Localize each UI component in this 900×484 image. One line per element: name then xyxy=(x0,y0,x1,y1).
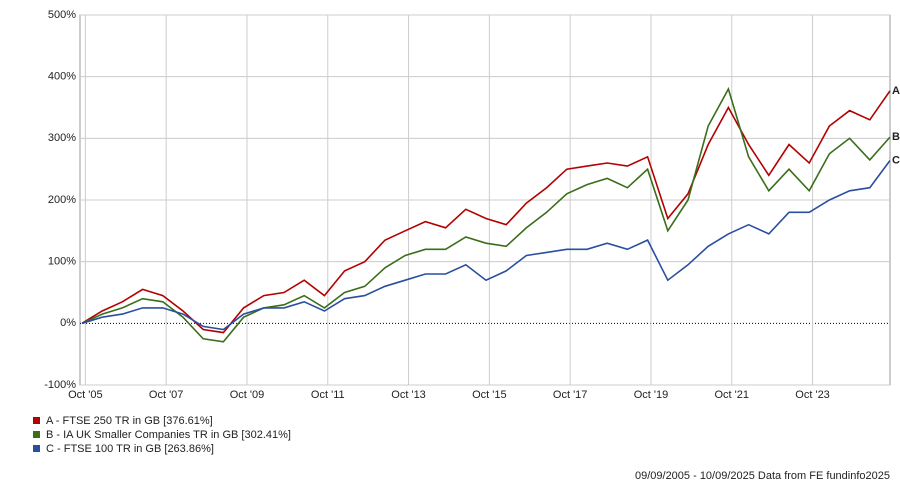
x-tick-label: Oct '19 xyxy=(634,389,669,401)
legend-swatch xyxy=(33,431,40,438)
x-tick-label: Oct '13 xyxy=(391,389,426,401)
x-tick-label: Oct '05 xyxy=(68,389,103,401)
end-label: C xyxy=(892,154,900,166)
y-tick-label: 200% xyxy=(48,194,76,206)
end-label: B xyxy=(892,131,900,143)
footnote: 09/09/2005 - 10/09/2025 Data from FE fun… xyxy=(635,470,890,482)
series-line xyxy=(81,86,891,343)
legend-swatch xyxy=(33,417,40,424)
y-tick-label: 100% xyxy=(48,256,76,268)
x-tick-label: Oct '23 xyxy=(795,389,830,401)
x-tick-label: Oct '21 xyxy=(715,389,750,401)
y-tick-label: -100% xyxy=(44,379,76,391)
series-line xyxy=(81,90,891,334)
x-tick-label: Oct '09 xyxy=(230,389,265,401)
y-tick-label: 300% xyxy=(48,132,76,144)
legend-swatch xyxy=(33,445,40,452)
series-line xyxy=(81,160,891,331)
x-tick-label: Oct '15 xyxy=(472,389,507,401)
x-tick-label: Oct '11 xyxy=(311,389,345,401)
y-tick-label: 0% xyxy=(60,317,76,329)
legend-label: A - FTSE 250 TR in GB [376.61%] xyxy=(46,415,213,427)
y-tick-label: 500% xyxy=(48,9,76,21)
y-tick-label: 400% xyxy=(48,71,76,83)
legend-label: B - IA UK Smaller Companies TR in GB [30… xyxy=(46,429,291,441)
x-tick-label: Oct '17 xyxy=(553,389,588,401)
legend-label: C - FTSE 100 TR in GB [263.86%] xyxy=(46,443,214,455)
x-tick-label: Oct '07 xyxy=(149,389,184,401)
end-label: A xyxy=(892,85,900,97)
